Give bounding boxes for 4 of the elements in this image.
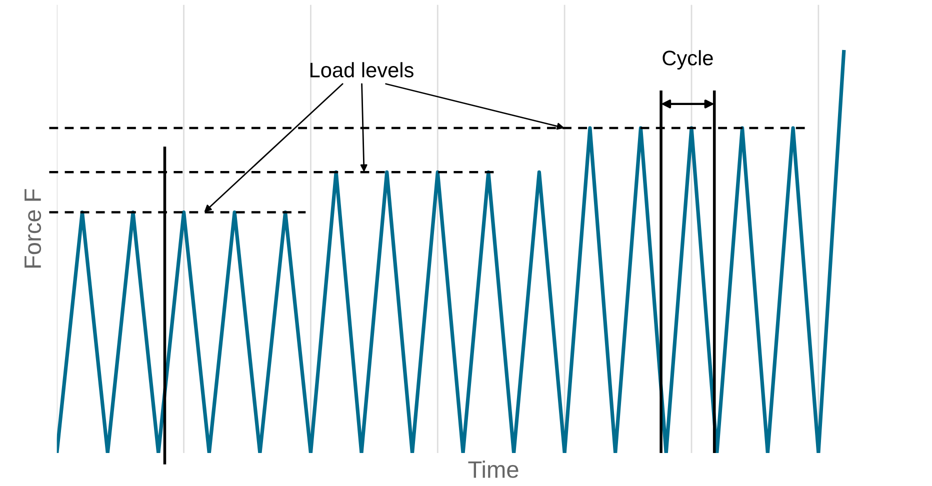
- y-axis-title: Force F: [24, 189, 42, 268]
- x-axis-title: Time: [468, 460, 518, 478]
- annotation: Cycle: [662, 50, 713, 70]
- annotation: Load levels: [310, 62, 414, 78]
